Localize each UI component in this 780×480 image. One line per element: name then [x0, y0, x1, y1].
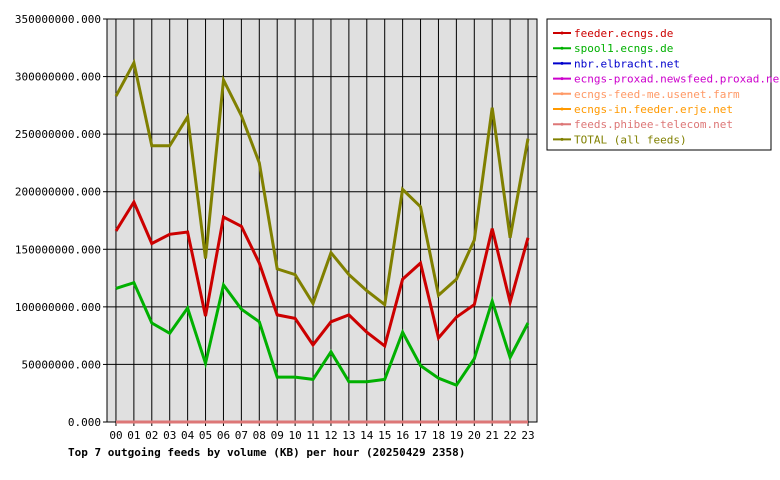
- x-tick-label: 05: [199, 429, 212, 442]
- series-line-7: [114, 58, 530, 308]
- legend-items: feeder.ecngs.de spool1.ecngs.de nbr.elbrac…: [553, 27, 780, 146]
- legend-label: ecngs-in.feeder.erje.net: [574, 103, 733, 116]
- series-lines: [114, 58, 530, 424]
- legend-marker: [560, 92, 564, 96]
- grid-lines: [107, 19, 537, 422]
- chart-title: Top 7 outgoing feeds by volume (KB) per …: [68, 446, 465, 459]
- y-axis-ticks: 0.000 50000000.000 100000000.000 150000000.…: [15, 13, 107, 429]
- legend-marker: [560, 77, 564, 81]
- y-tick-label: 350000000.000: [15, 13, 101, 26]
- legend-label: spool1.ecngs.de: [574, 42, 673, 55]
- y-tick-label: 200000000.000: [15, 186, 101, 199]
- legend-marker: [560, 61, 564, 65]
- legend-label: ecngs-feed-me.usenet.farm: [574, 88, 740, 101]
- x-tick-label: 17: [414, 429, 427, 442]
- x-tick-label: 00: [109, 429, 122, 442]
- legend-marker: [560, 46, 564, 50]
- x-tick-label: 06: [217, 429, 230, 442]
- x-tick-label: 11: [306, 429, 319, 442]
- x-tick-label: 19: [450, 429, 463, 442]
- x-tick-label: 04: [181, 429, 195, 442]
- x-tick-label: 12: [324, 429, 337, 442]
- legend-marker: [560, 122, 564, 126]
- legend-label: feeder.ecngs.de: [574, 27, 673, 40]
- x-tick-label: 09: [271, 429, 284, 442]
- x-tick-label: 15: [378, 429, 391, 442]
- legend: feeder.ecngs.de spool1.ecngs.de nbr.elbrac…: [546, 18, 780, 151]
- legend-label: ecngs-proxad.newsfeed.proxad.net: [574, 73, 780, 86]
- y-tick-label: 0.000: [68, 416, 101, 429]
- x-tick-label: 13: [342, 429, 355, 442]
- x-tick-label: 01: [127, 429, 140, 442]
- x-tick-label: 03: [163, 429, 176, 442]
- x-tick-label: 20: [468, 429, 481, 442]
- y-tick-label: 50000000.000: [22, 358, 101, 371]
- legend-marker: [560, 31, 564, 35]
- y-tick-label: 300000000.000: [15, 71, 101, 84]
- series-line-1: [115, 280, 530, 388]
- x-tick-label: 21: [486, 429, 499, 442]
- y-tick-label: 250000000.000: [15, 128, 101, 141]
- legend-label: nbr.elbracht.net: [574, 57, 680, 70]
- x-tick-label: 22: [504, 429, 517, 442]
- x-axis-ticks: 00 01 02 03 04 05 06 07 08 09 10 11 12 13 14 15 16 17 18 19…: [109, 422, 535, 442]
- x-tick-label: 10: [289, 429, 302, 442]
- series-line-0: [114, 198, 530, 349]
- x-tick-label: 16: [396, 429, 409, 442]
- x-tick-label: 08: [253, 429, 266, 442]
- legend-box: [546, 18, 772, 151]
- x-tick-label: 14: [360, 429, 374, 442]
- x-tick-label: 07: [235, 429, 248, 442]
- legend-label: TOTAL (all feeds): [574, 133, 687, 146]
- x-tick-label: 23: [521, 429, 534, 442]
- y-tick-label: 150000000.000: [15, 243, 101, 256]
- legend-marker: [560, 107, 564, 111]
- x-tick-label: 18: [432, 429, 445, 442]
- plot-area: [106, 18, 538, 423]
- y-tick-label: 100000000.000: [15, 301, 101, 314]
- legend-label: feeds.phibee-telecom.net: [574, 118, 733, 131]
- x-tick-label: 02: [145, 429, 158, 442]
- legend-marker: [560, 137, 564, 141]
